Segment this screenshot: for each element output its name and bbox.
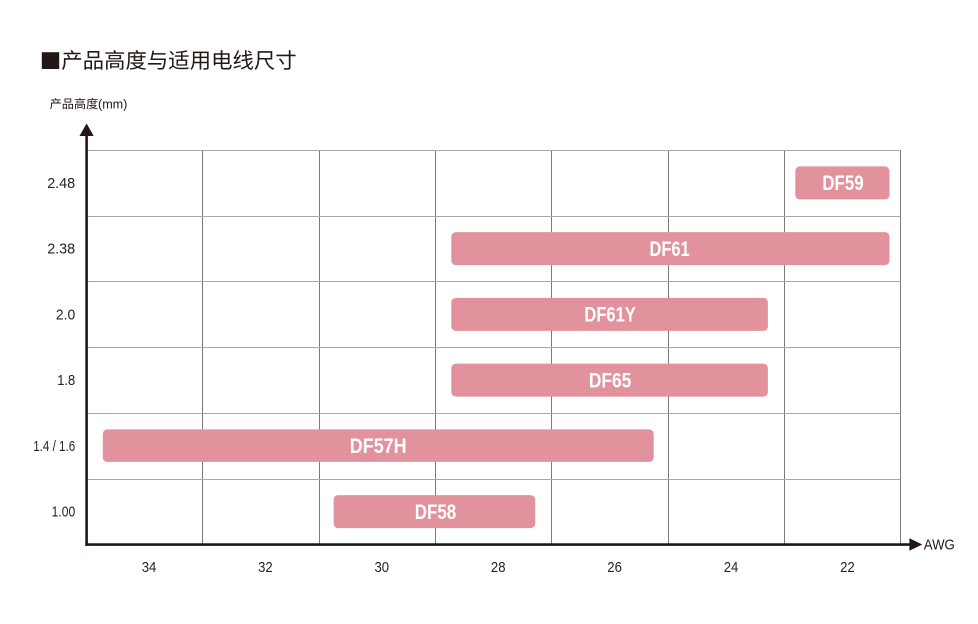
svg-text:2.38: 2.38 <box>47 241 75 258</box>
svg-text:34: 34 <box>142 559 157 576</box>
svg-text:32: 32 <box>258 559 273 576</box>
svg-text:26: 26 <box>607 559 622 576</box>
svg-text:1.00: 1.00 <box>52 504 76 521</box>
svg-text:DF65: DF65 <box>589 368 632 392</box>
svg-text:28: 28 <box>491 559 506 576</box>
svg-text:DF61: DF61 <box>650 237 690 261</box>
svg-text:30: 30 <box>375 559 390 576</box>
svg-text:2.48: 2.48 <box>47 175 75 192</box>
svg-text:1.4 / 1.6: 1.4 / 1.6 <box>33 438 75 455</box>
svg-text:DF61Y: DF61Y <box>584 303 635 327</box>
svg-text:AWG: AWG <box>924 536 955 553</box>
svg-text:22: 22 <box>840 559 855 576</box>
svg-text:2.0: 2.0 <box>56 307 75 324</box>
svg-text:(mm): (mm) <box>98 97 127 111</box>
svg-text:DF57H: DF57H <box>350 434 407 458</box>
svg-text:DF59: DF59 <box>822 171 863 195</box>
svg-text:24: 24 <box>724 559 739 576</box>
svg-text:DF58: DF58 <box>415 500 457 524</box>
svg-text:1.8: 1.8 <box>57 372 75 389</box>
